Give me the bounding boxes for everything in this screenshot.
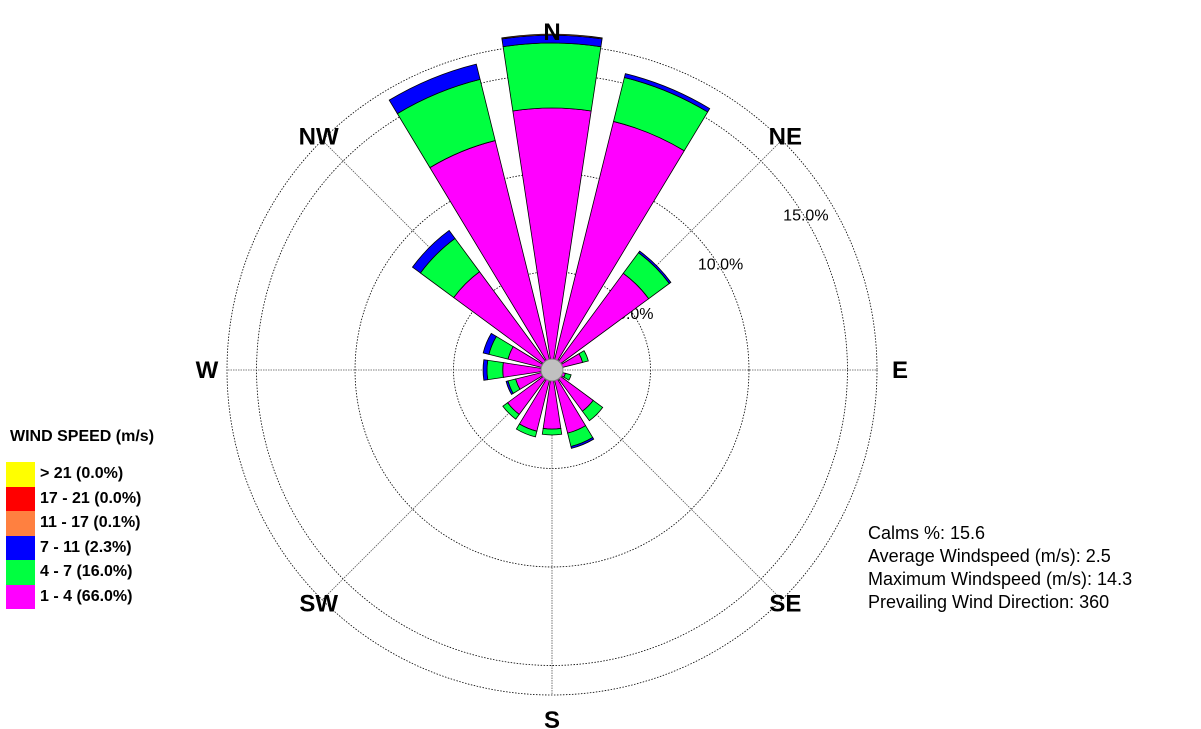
bar-ssw-series-2 [515, 423, 538, 438]
legend-swatch [6, 511, 35, 536]
bar-w-series-2 [486, 359, 504, 381]
average-windspeed-stat: Average Windspeed (m/s): 2.5 [868, 546, 1111, 566]
compass-label-nw: NW [299, 124, 339, 151]
compass-label-n: N [543, 19, 560, 46]
maximum-windspeed-stat: Maximum Windspeed (m/s): 14.3 [868, 569, 1133, 589]
legend-label: > 21 (0.0%) [40, 465, 124, 483]
bar-se-series-2 [581, 399, 604, 422]
legend-items: > 21 (0.0%) 17 - 21 (0.0%) 11 - 17 (0.1%) 7… [6, 462, 226, 609]
calms-stat: Calms %: 15.6 [868, 523, 986, 543]
legend-swatch [6, 486, 35, 511]
compass-label-se: SE [769, 590, 801, 617]
compass-label-w: W [196, 357, 219, 384]
legend-item: 11 - 17 (0.1%) [6, 511, 226, 536]
legend-swatch [6, 584, 35, 609]
ring-label-3: 15.0% [783, 207, 828, 224]
legend-item: > 21 (0.0%) [6, 462, 226, 487]
bar-ese-series-2 [563, 372, 572, 381]
bar-wsw-series-3 [505, 380, 514, 395]
legend-label: 7 - 11 (2.3%) [40, 538, 132, 556]
ring-label-2: 10.0% [698, 257, 743, 274]
bar-n-series-4 [501, 33, 603, 40]
bar-nne-series-3 [623, 73, 711, 113]
bar-s-series-2 [541, 427, 563, 436]
prevailing-direction-stat: Prevailing Wind Direction: 360 [868, 592, 1110, 612]
bar-sse-series-3 [570, 436, 595, 449]
compass-label-ne: NE [769, 124, 802, 151]
bar-n-series-1 [512, 107, 592, 371]
spoke-sw [321, 369, 553, 601]
bar-nnw-series-3 [388, 63, 481, 115]
rose-bars [388, 33, 711, 449]
legend-swatch [6, 462, 35, 487]
legend-swatch [6, 560, 35, 585]
legend-label: 17 - 21 (0.0%) [40, 489, 142, 507]
stats-panel: Calms %: 15.6 Average Windspeed (m/s): 2… [868, 522, 1132, 614]
legend-title: WIND SPEED (m/s) [10, 428, 155, 445]
bar-sw-series-2 [502, 402, 520, 420]
legend-label: 11 - 17 (0.1%) [40, 514, 141, 532]
legend-label: 1 - 4 (66.0%) [40, 587, 133, 605]
compass-label-s: S [544, 707, 560, 729]
bar-wnw-series-3 [482, 332, 497, 355]
bar-nw-series-3 [411, 229, 456, 274]
compass-labels: N NE E SE S SW W NW [196, 19, 908, 729]
legend-item: 7 - 11 (2.3%) [6, 535, 226, 560]
calm-center-circle [540, 358, 564, 382]
spoke-ne [551, 139, 783, 371]
bar-n-series-2 [502, 42, 602, 112]
compass-label-sw: SW [299, 590, 338, 617]
bar-ene-series-2 [578, 350, 589, 363]
bar-w-series-3 [482, 359, 489, 381]
legend: WIND SPEED (m/s) > 21 (0.0%) 17 - 21 (0.0… [6, 428, 226, 609]
legend-swatch [6, 535, 35, 560]
spoke-se [551, 369, 783, 601]
legend-item: 1 - 4 (66.0%) [6, 584, 226, 609]
bar-ne-series-3 [637, 250, 672, 285]
legend-item: 17 - 21 (0.0%) [6, 486, 226, 511]
legend-label: 4 - 7 (16.0%) [40, 563, 133, 581]
legend-item: 4 - 7 (16.0%) [6, 560, 226, 585]
compass-label-e: E [892, 357, 908, 384]
